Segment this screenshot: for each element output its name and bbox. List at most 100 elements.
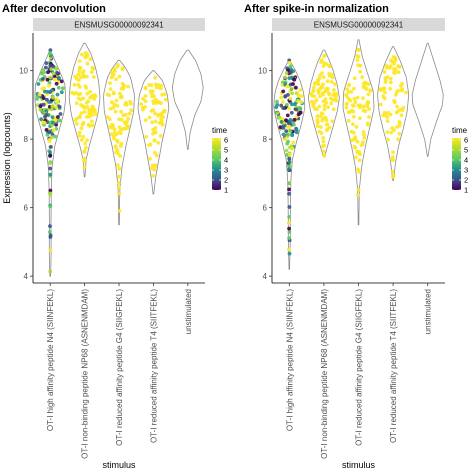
data-point (151, 101, 156, 106)
data-point (120, 66, 125, 71)
data-point (385, 130, 390, 135)
data-point (384, 65, 389, 70)
data-point (72, 83, 77, 87)
data-point (323, 97, 328, 101)
data-point (329, 80, 334, 84)
data-point (112, 136, 116, 141)
data-point (322, 153, 327, 158)
data-point (312, 85, 316, 90)
data-point (78, 92, 83, 96)
data-point (93, 108, 97, 113)
data-point (274, 105, 279, 110)
data-point (55, 70, 59, 75)
data-point (289, 70, 293, 75)
y-tick-label: 4 (24, 272, 29, 281)
data-point (126, 84, 130, 89)
data-point (121, 86, 126, 91)
data-point (48, 75, 52, 80)
violin-4 (411, 42, 444, 157)
data-point (275, 99, 279, 104)
data-point (287, 60, 292, 65)
data-point (286, 132, 290, 137)
data-point (50, 115, 55, 119)
data-point (77, 69, 82, 74)
data-point (158, 134, 163, 138)
data-point (119, 109, 123, 114)
data-point (320, 144, 325, 149)
data-point (147, 143, 152, 147)
data-point (366, 92, 371, 97)
data-point (121, 113, 126, 118)
data-point (79, 111, 84, 115)
legend-tick-label: 1 (224, 186, 228, 195)
data-point (105, 115, 110, 119)
data-point (85, 61, 90, 66)
data-point (309, 91, 314, 96)
data-point (316, 78, 320, 83)
data-point (48, 224, 52, 229)
data-point (288, 128, 293, 133)
data-point (287, 236, 291, 241)
x-tick-label: OT-I reduced affinity peptide G4 (SIIGFE… (355, 289, 364, 446)
data-point (360, 75, 365, 80)
data-point (79, 75, 84, 79)
data-point (128, 99, 133, 104)
data-point (395, 104, 399, 109)
data-point (279, 103, 284, 108)
data-point (47, 81, 52, 85)
data-point (58, 112, 63, 116)
data-point (43, 114, 47, 119)
data-point (317, 104, 322, 109)
data-point (44, 127, 49, 132)
data-point (381, 86, 386, 91)
data-point (327, 91, 331, 96)
data-point (365, 104, 370, 109)
data-point (125, 102, 129, 107)
data-point (81, 134, 86, 139)
data-point (84, 101, 89, 105)
data-point (42, 120, 47, 125)
y-tick-label: 6 (24, 204, 29, 213)
data-point (351, 122, 355, 127)
data-point (114, 150, 118, 155)
x-tick-label: OT-I high affinity peptide N4 (SIINFEKL) (285, 289, 294, 431)
data-point (153, 150, 157, 155)
data-point (284, 71, 289, 75)
y-tick-label: 10 (19, 67, 28, 76)
data-point (321, 92, 325, 97)
data-point (381, 94, 385, 99)
x-tick-label: OT-I non-binding peptide NP68 (ASNENMDAM… (81, 289, 90, 459)
data-point (321, 136, 326, 140)
data-point (47, 83, 51, 88)
data-point (287, 76, 292, 80)
data-point (73, 74, 78, 79)
data-point (355, 139, 360, 144)
data-point (315, 114, 320, 118)
data-point (53, 77, 58, 81)
data-point (291, 140, 296, 145)
data-point (151, 108, 156, 112)
data-point (352, 96, 357, 101)
data-point (117, 117, 121, 121)
data-point (352, 86, 356, 91)
data-point (154, 153, 159, 158)
data-point (321, 64, 326, 68)
data-point (281, 89, 286, 94)
legend-tick-label: 3 (464, 166, 468, 175)
data-point (48, 166, 53, 171)
data-point (394, 110, 399, 115)
x-axis-title: stimulus (102, 460, 136, 470)
y-tick-label: 10 (258, 67, 267, 76)
data-point (47, 130, 51, 134)
data-point (283, 75, 287, 80)
data-point (39, 117, 43, 122)
data-point (390, 126, 394, 130)
data-point (324, 62, 329, 66)
legend-tick-label: 4 (464, 156, 468, 165)
data-point (362, 135, 367, 140)
data-point (156, 100, 161, 105)
data-point (91, 75, 96, 79)
legend-tick-label: 4 (224, 156, 228, 165)
data-point (287, 167, 291, 172)
data-point (324, 118, 329, 123)
